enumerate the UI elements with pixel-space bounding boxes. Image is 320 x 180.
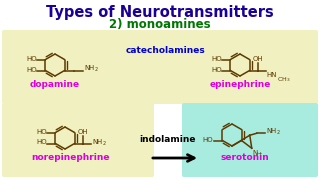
Text: NH$_2$: NH$_2$ <box>84 64 99 74</box>
Text: OH: OH <box>252 55 263 62</box>
Text: HO: HO <box>212 55 222 62</box>
FancyBboxPatch shape <box>182 103 318 177</box>
Text: serotonin: serotonin <box>220 154 269 163</box>
Text: norepinephrine: norepinephrine <box>31 154 109 163</box>
Text: Types of Neurotransmitters: Types of Neurotransmitters <box>46 4 274 19</box>
Text: HO: HO <box>37 129 47 134</box>
Text: 2) monoamines: 2) monoamines <box>109 17 211 30</box>
Text: NH$_2$: NH$_2$ <box>92 137 107 148</box>
Text: HN: HN <box>267 71 277 78</box>
Text: H: H <box>257 152 261 157</box>
Text: HO: HO <box>212 66 222 73</box>
Text: CH$_3$: CH$_3$ <box>276 75 290 84</box>
Text: HO: HO <box>27 55 37 62</box>
FancyBboxPatch shape <box>2 30 318 104</box>
Text: OH: OH <box>77 129 88 134</box>
Text: epinephrine: epinephrine <box>209 80 271 89</box>
Text: indolamine: indolamine <box>140 136 196 145</box>
Text: HO: HO <box>37 140 47 145</box>
Text: HO: HO <box>203 136 213 143</box>
Text: N: N <box>253 150 258 156</box>
Text: HO: HO <box>27 66 37 73</box>
Text: NH$_2$: NH$_2$ <box>266 127 281 137</box>
FancyBboxPatch shape <box>2 103 154 177</box>
Text: catecholamines: catecholamines <box>125 46 205 55</box>
Text: dopamine: dopamine <box>30 80 80 89</box>
